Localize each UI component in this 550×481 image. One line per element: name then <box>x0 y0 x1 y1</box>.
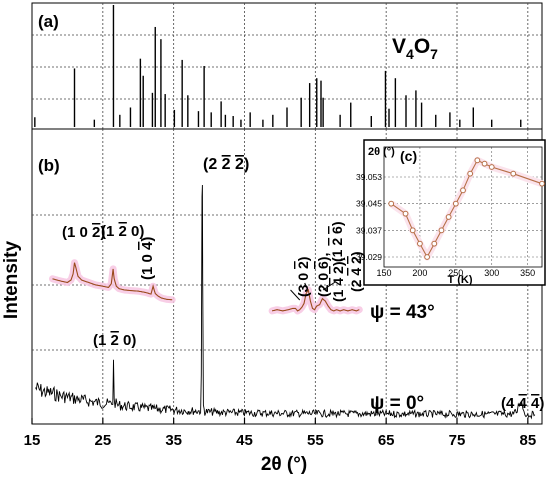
x-axis-label: 2θ (°) <box>261 454 307 475</box>
panel-c-point <box>481 160 488 167</box>
panel-c-point <box>488 164 495 170</box>
panel-c-point <box>460 187 466 194</box>
panel-c-ticks: 150 200 250 300 350 39.029 39.037 39.045 39.053 <box>356 172 535 278</box>
panel-b-tag: (b) <box>38 156 60 175</box>
panel-c-x-tick: 200 <box>412 268 427 278</box>
panel-c-y-tick: 39.053 <box>356 172 382 182</box>
formula-label: V4O7 <box>392 35 438 62</box>
x-tick-label: 75 <box>449 432 466 449</box>
miller-label-120-main: (1 2 0) <box>93 332 136 349</box>
panel-c-point <box>539 180 545 187</box>
panel-a-grid <box>32 3 542 129</box>
panel-c-point <box>431 240 438 247</box>
panel-c-y-tick: 39.029 <box>356 252 382 262</box>
panel-c-point <box>474 157 481 164</box>
inset-y-label: 2θ (°) <box>368 146 395 158</box>
panel-c-inset: 150 200 250 300 35039.02939.03739.04539.053 … <box>356 139 546 286</box>
panel-c-point <box>467 170 474 177</box>
x-tick-label: 25 <box>94 432 111 449</box>
miller-label-242: (2 4 2) <box>348 252 364 293</box>
panel-c-axes-box <box>383 146 543 268</box>
miller-label-102: (1 0 2) <box>62 224 105 241</box>
panel-c-y-tick: 39.045 <box>356 199 382 209</box>
x-tick-label: 35 <box>165 432 182 449</box>
series-psi-0 <box>35 184 536 420</box>
panel-a: (a) V4O7 <box>31 2 543 130</box>
panel-a-bars <box>34 5 522 127</box>
x-tick-label: 55 <box>307 432 324 449</box>
series-psi-43 <box>271 288 360 312</box>
panel-c-line <box>390 159 543 259</box>
y-axis-label: Intensity <box>1 241 22 320</box>
panel-c-point <box>417 240 423 247</box>
annotation-leader <box>322 281 336 291</box>
inset-x-label: T (K) <box>447 274 472 286</box>
panel-c-point <box>388 200 395 207</box>
x-tick-label: 45 <box>236 432 253 449</box>
miller-label-126: (1 2 6) <box>329 222 345 263</box>
miller-label-142: (1 4 2), <box>330 258 346 302</box>
panel-a-tag: (a) <box>38 12 59 31</box>
annotation-leader <box>304 282 308 290</box>
series-inset <box>52 262 173 301</box>
panel-c-x-tick: 150 <box>376 268 391 278</box>
miller-label-222: (2 2 2) <box>203 156 249 173</box>
panel-b: 15 25 35 45 55 65 75 85 (b) Intensity 2θ (°) ψ … <box>1 128 544 475</box>
panel-c-y-tick: 39.037 <box>356 225 382 235</box>
miller-label-206: (2 0 6), <box>315 253 331 297</box>
miller-label-104: (1 0 4) <box>139 237 156 280</box>
panel-c-series <box>388 156 545 261</box>
miller-label-444: (4 4 4) <box>501 395 544 412</box>
x-axis-ticks: 15 25 35 45 55 65 75 85 <box>24 418 536 449</box>
miller-label-302: (3 0 2) <box>295 257 311 297</box>
x-tick-label: 65 <box>378 432 395 449</box>
panel-c-plot-bg <box>384 147 542 267</box>
panel-c-point <box>510 170 517 177</box>
panel-c-x-tick: 350 <box>520 268 535 278</box>
panel-c-point <box>424 254 430 260</box>
psi-0-label: ψ = 0° <box>370 393 424 414</box>
annotation-leader <box>290 289 301 301</box>
panel-c-point <box>445 214 452 220</box>
panel-c-point <box>438 227 445 234</box>
panel-c-point <box>409 227 416 234</box>
miller-label-120-inset-text: (1 2 0) <box>101 223 144 240</box>
psi-43-label: ψ = 43° <box>370 302 435 323</box>
x-tick-label: 15 <box>24 432 41 449</box>
x-tick-label: 85 <box>519 432 536 449</box>
panel-c-point <box>452 200 459 207</box>
panel-c-tag: (c) <box>400 148 417 164</box>
panel-b-series <box>35 184 536 420</box>
panel-c-x-tick: 250 <box>448 268 463 278</box>
panel-c-x-tick: 300 <box>484 268 499 278</box>
panel-c-point <box>402 210 409 217</box>
